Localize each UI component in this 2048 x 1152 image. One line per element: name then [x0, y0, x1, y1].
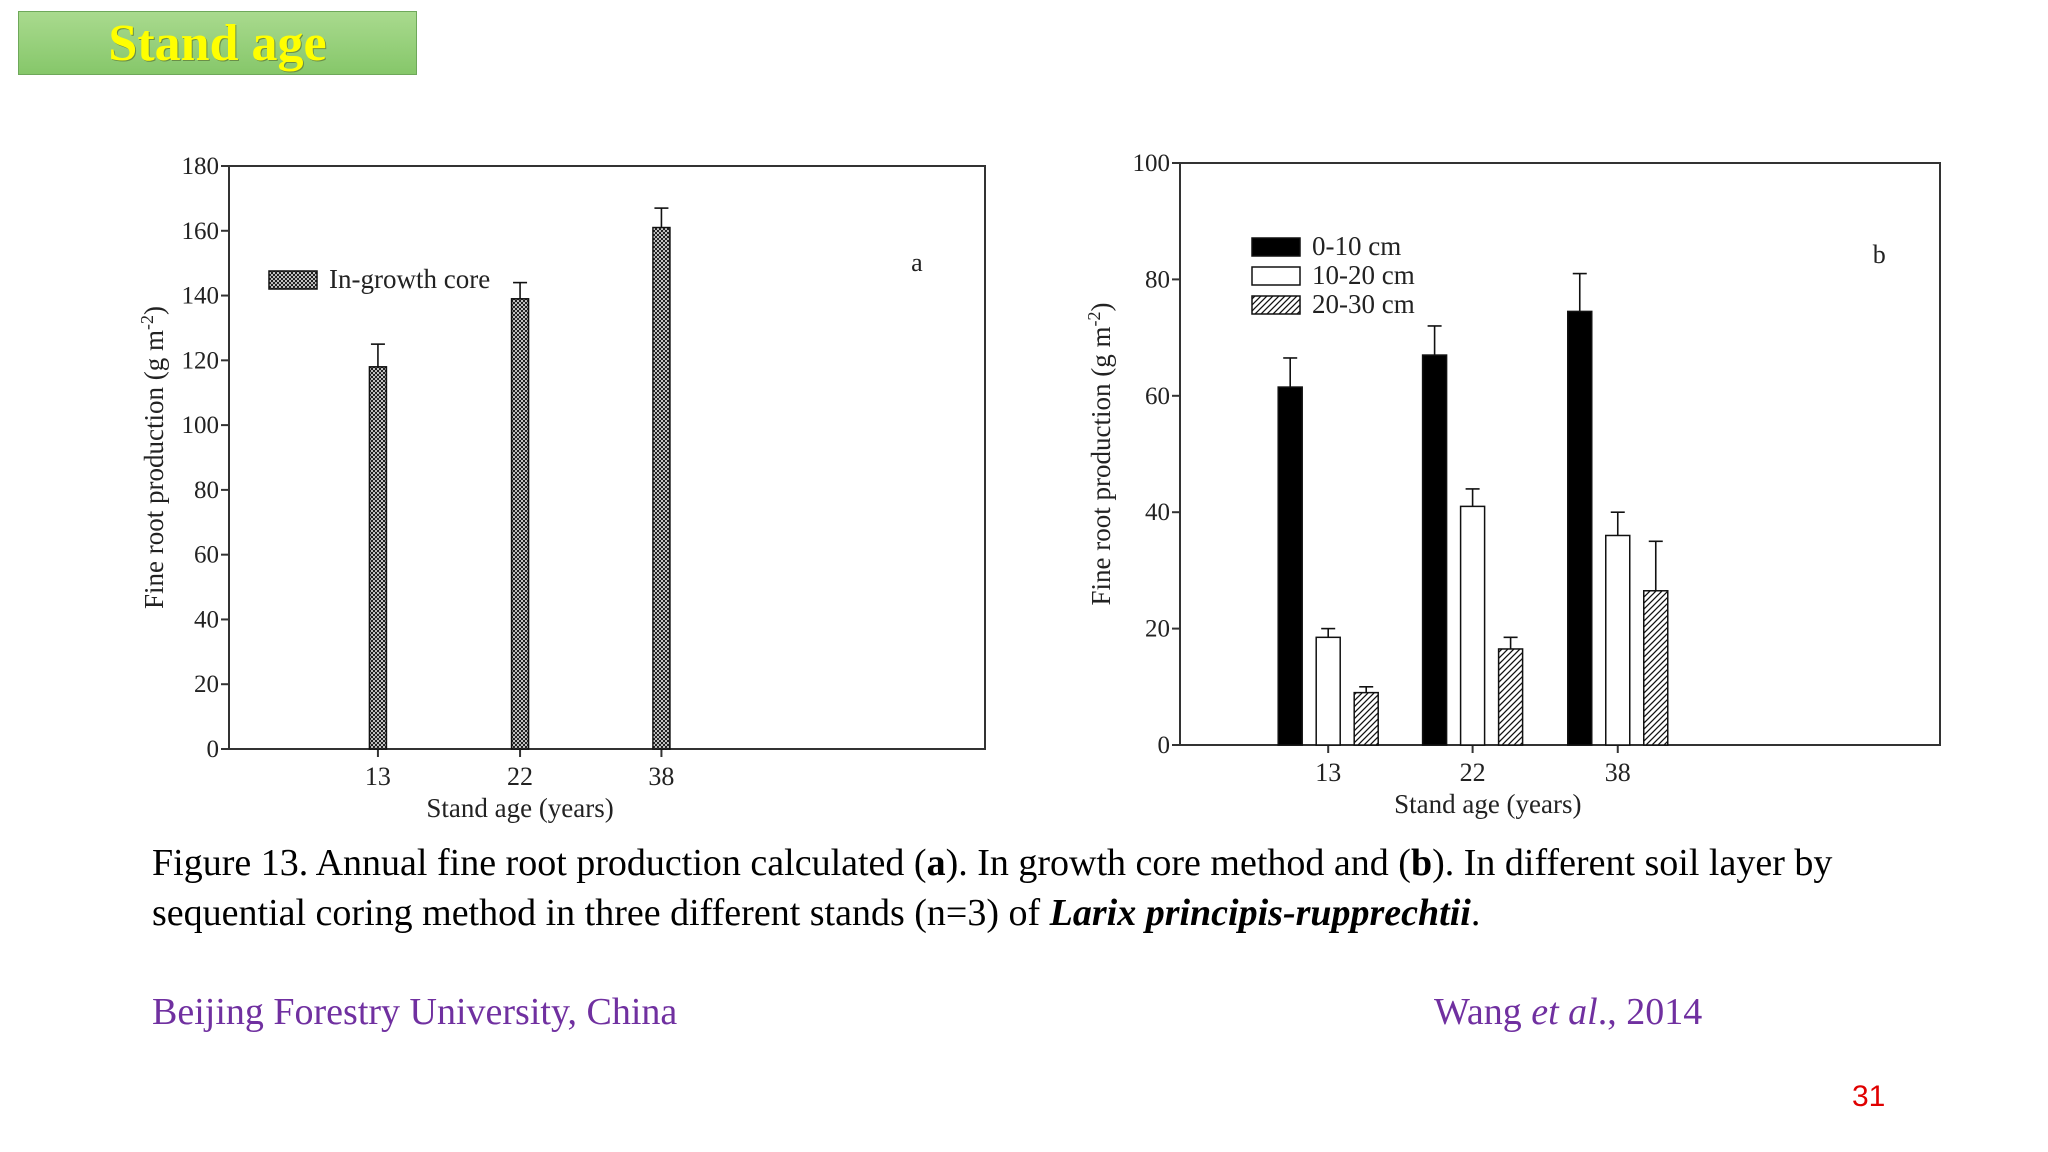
panel-label: b	[1873, 240, 1886, 269]
footer-institution: Beijing Forestry University, China	[152, 991, 678, 1033]
y-axis-label: Fine root production (g m-2)	[137, 306, 169, 609]
panel-label: a	[911, 248, 923, 277]
legend-label: 10-20 cm	[1312, 260, 1415, 290]
y-tick-label: 0	[207, 736, 220, 763]
bar	[1643, 590, 1669, 746]
slide-title-box: Stand age	[18, 11, 417, 75]
bar	[652, 226, 671, 750]
chart-b: 0 20 40 60 80 100 13 22 38 Stand age (years) Fine …	[1084, 150, 1941, 819]
y-tick-label: 80	[1145, 266, 1170, 293]
page-number: 31	[1852, 1080, 1886, 1113]
figure-caption: Figure 13. Annual fine root production c…	[152, 838, 1952, 938]
x-tick-label: 13	[365, 762, 391, 791]
y-tick-label: 120	[182, 347, 220, 374]
caption-prefix: Figure 13. Annual fine root production c…	[152, 842, 927, 884]
legend-swatch	[268, 270, 318, 290]
bar	[1605, 534, 1631, 746]
y-tick-label: 100	[1133, 150, 1171, 177]
y-tick-label: 20	[194, 671, 219, 698]
x-tick-label: 13	[1315, 758, 1341, 787]
legend-label: In-growth core	[329, 264, 490, 294]
y-axis-label: Fine root production (g m-2)	[1084, 303, 1116, 606]
x-axis-label: Stand age (years)	[1394, 789, 1581, 819]
plot-frame	[1179, 162, 1941, 746]
bar	[1315, 636, 1341, 746]
y-tick-label: 180	[182, 153, 220, 180]
bar	[1277, 386, 1303, 746]
legend-swatch	[1251, 266, 1301, 286]
legend-label: 0-10 cm	[1312, 231, 1401, 261]
footer-citation: Wang et al., 2014	[1434, 990, 1702, 1034]
y-tick-label: 40	[194, 606, 219, 633]
y-tick-label: 0	[1158, 732, 1171, 759]
x-tick-label: 38	[1605, 758, 1631, 787]
y-tick-label: 60	[194, 542, 219, 569]
legend-label: 20-30 cm	[1312, 289, 1415, 319]
y-tick-label: 160	[182, 218, 220, 245]
citation-etal: et al	[1531, 991, 1598, 1033]
y-tick-label: 60	[1145, 383, 1170, 410]
slide-title: Stand age	[108, 14, 327, 72]
bar	[368, 366, 388, 750]
x-tick-label: 38	[648, 762, 674, 791]
plot-frame	[228, 165, 986, 750]
bar	[510, 298, 530, 750]
caption-mid1: ). In growth core method and (	[945, 842, 1411, 884]
bar	[1497, 648, 1524, 746]
y-tick-label: 100	[182, 412, 220, 439]
bar	[1459, 505, 1486, 746]
caption-a-label: a	[926, 842, 946, 884]
bar	[1353, 691, 1379, 746]
citation-author: Wang	[1434, 991, 1532, 1033]
caption-mid2: ). In different soil layer by sequential…	[152, 842, 1833, 934]
bar	[1567, 310, 1593, 746]
caption-b-label: b	[1410, 842, 1433, 884]
legend-swatch	[1251, 295, 1301, 315]
y-tick-label: 20	[1145, 616, 1170, 643]
x-axis-label: Stand age (years)	[426, 793, 613, 823]
citation-year: ., 2014	[1597, 991, 1703, 1033]
bar	[1421, 354, 1448, 746]
x-tick-label: 22	[507, 762, 533, 791]
chart-a: 0 20 40 60 80 100 120 140 160 180 13 22 38 Stand age …	[137, 153, 986, 823]
x-tick-label: 22	[1460, 758, 1486, 787]
legend-swatch	[1251, 237, 1301, 257]
caption-suffix: .	[1470, 892, 1481, 934]
y-tick-label: 140	[182, 283, 220, 310]
y-tick-label: 80	[194, 477, 219, 504]
caption-species: Larix principis-rupprechtii	[1049, 892, 1471, 934]
y-tick-label: 40	[1145, 499, 1170, 526]
